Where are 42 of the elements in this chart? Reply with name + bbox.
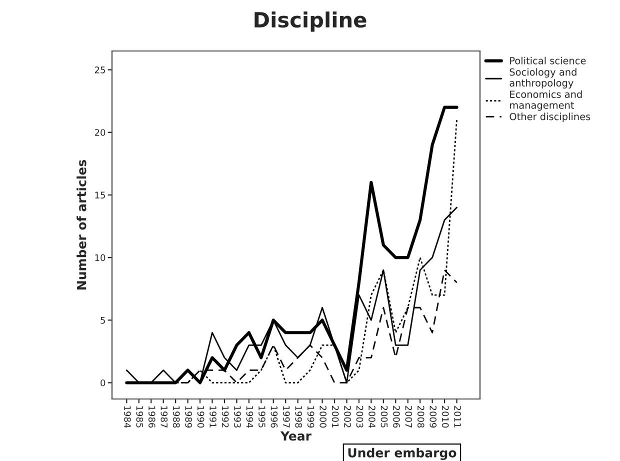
x-tick-label: 1987 [160, 406, 168, 428]
y-tick-label: 20 [94, 129, 106, 136]
x-tick-label: 1990 [197, 406, 204, 428]
x-tick-label: 2005 [380, 406, 388, 428]
x-tick-label: 1986 [148, 406, 156, 428]
x-tick-label: 2000 [320, 406, 326, 428]
y-axis-title: Number of articles [76, 160, 86, 290]
x-tick-label: 1997 [282, 406, 290, 428]
y-tick-label: 10 [95, 254, 106, 262]
y-tick-label: 25 [94, 66, 105, 74]
x-tick-label: 2002 [344, 406, 351, 428]
x-tick-label: 1991 [210, 406, 216, 428]
x-tick-label: 2010 [442, 406, 449, 428]
x-tick-label: 2001 [332, 406, 339, 428]
x-tick-label: 1984 [124, 406, 131, 428]
x-tick-label: 2003 [356, 406, 364, 428]
legend-label: Economics and management [510, 90, 582, 111]
chart-title: Discipline [254, 12, 366, 32]
x-tick-label: 2008 [417, 406, 424, 428]
x-tick-label: 1994 [246, 406, 254, 428]
y-tick-label: 0 [100, 379, 106, 386]
x-tick-label: 1999 [307, 406, 314, 428]
legend-label: Other disciplines [510, 112, 590, 122]
text: Under embargo [348, 448, 456, 460]
x-tick-label: 2009 [430, 406, 437, 428]
x-tick-label: 1985 [136, 406, 144, 428]
x-tick-label: 2011 [454, 406, 461, 428]
y-tick-label: 15 [95, 192, 105, 199]
x-tick-label: 2004 [368, 406, 376, 428]
y-tick-label: 5 [100, 316, 105, 324]
x-tick-label: 1996 [270, 406, 278, 428]
x-tick-label: 1989 [185, 406, 192, 428]
x-tick-label: 1998 [295, 406, 302, 428]
x-tick-label: 1993 [234, 406, 241, 428]
legend-label: Sociology and anthropology [510, 68, 576, 88]
x-tick-label: 2007 [405, 406, 412, 428]
x-tick-label: 1992 [222, 406, 229, 428]
legend-label: Political science [510, 56, 586, 64]
x-tick-label: 1995 [258, 406, 266, 428]
x-tick-label: 2006 [393, 406, 400, 428]
x-axis-title: Year [280, 431, 312, 441]
x-tick-label: 1988 [172, 406, 180, 428]
